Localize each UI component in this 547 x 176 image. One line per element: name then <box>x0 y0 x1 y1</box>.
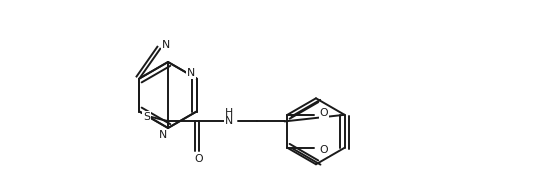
Text: N: N <box>162 40 170 50</box>
Text: O: O <box>319 108 328 118</box>
Text: O: O <box>319 145 328 155</box>
Text: N: N <box>187 68 195 78</box>
Text: N: N <box>159 130 167 140</box>
Text: O: O <box>195 154 203 164</box>
Text: H: H <box>224 108 232 118</box>
Text: S: S <box>143 112 150 121</box>
Text: N: N <box>224 116 232 126</box>
